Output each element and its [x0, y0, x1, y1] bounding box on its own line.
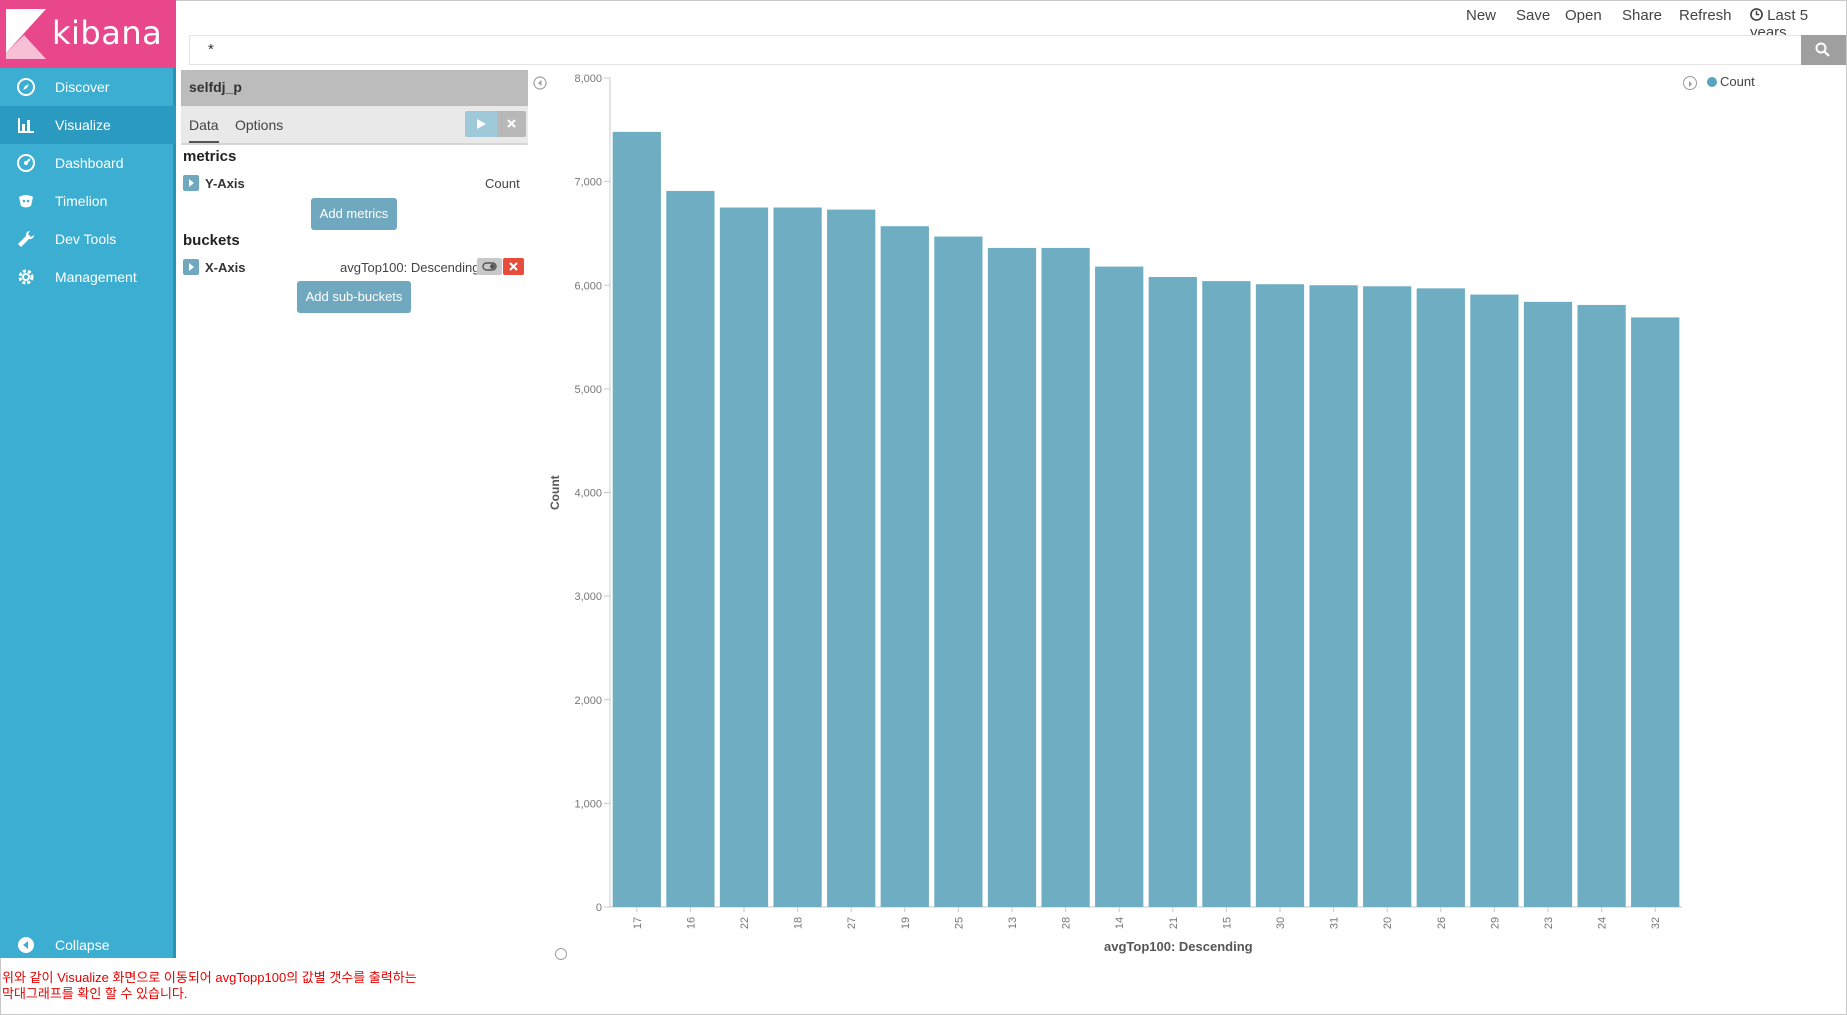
caret-right-icon [189, 263, 194, 271]
nav-item-timelion[interactable]: Timelion [0, 182, 176, 220]
bar-chart-icon [18, 118, 34, 133]
nav-label: Discover [55, 79, 110, 95]
buckets-title: buckets [183, 232, 240, 249]
search-input[interactable]: * [189, 35, 1802, 65]
nav-label: Visualize [55, 117, 111, 133]
caret-right-icon [189, 179, 194, 187]
sidebar: kibana Discover Visualize Dashboard Time… [0, 0, 176, 958]
nav-label: Timelion [55, 193, 108, 209]
x-axis-toggle[interactable] [183, 259, 199, 275]
nav-label: Dashboard [55, 155, 124, 171]
close-icon [509, 262, 518, 271]
menu-open[interactable]: Open [1565, 7, 1602, 24]
wrench-icon [18, 230, 35, 247]
search-icon [1815, 42, 1830, 57]
y-axis-title: Count [548, 475, 562, 510]
nav-label: Dev Tools [55, 231, 117, 247]
menu-new[interactable]: New [1466, 7, 1497, 24]
disable-agg-toggle[interactable] [477, 258, 502, 275]
play-icon [477, 119, 486, 129]
add-sub-buckets-button[interactable]: Add sub-buckets [297, 281, 411, 313]
chevron-right-icon [1689, 81, 1692, 87]
apply-changes-button[interactable] [465, 111, 497, 137]
index-pattern-header: selfdj_p [181, 70, 528, 106]
legend-toggle-icon[interactable] [1683, 76, 1697, 90]
menu-refresh[interactable]: Refresh [1679, 7, 1732, 24]
dashboard-icon [17, 154, 35, 172]
brand-name: kibana [52, 14, 163, 52]
collapse-arrow-icon[interactable] [555, 948, 567, 960]
search-query: * [208, 41, 214, 58]
nav-item-discover[interactable]: Discover [0, 68, 176, 106]
toggle-icon [482, 262, 497, 271]
clock-icon [1750, 8, 1763, 21]
index-pattern-title: selfdj_p [189, 79, 242, 95]
y-axis-label[interactable]: Y-Axis [205, 176, 245, 191]
nav-label: Collapse [55, 937, 110, 953]
y-axis-toggle[interactable] [183, 175, 199, 191]
close-icon [507, 119, 516, 128]
compass-icon [17, 78, 35, 96]
x-axis-title: avgTop100: Descending [1104, 939, 1253, 954]
nav-item-dev-tools[interactable]: Dev Tools [0, 220, 176, 258]
legend-item-count[interactable]: Count [1707, 74, 1755, 89]
tab-data[interactable]: Data [189, 117, 219, 144]
nav-collapse[interactable]: Collapse [0, 926, 176, 964]
nav-item-dashboard[interactable]: Dashboard [0, 144, 176, 182]
gear-icon [18, 269, 34, 285]
x-axis-label[interactable]: X-Axis [205, 260, 246, 275]
tab-divider [181, 143, 528, 145]
search-button[interactable] [1801, 35, 1846, 65]
remove-agg-button[interactable] [503, 258, 524, 275]
kibana-logo[interactable]: kibana [0, 0, 176, 68]
timepicker[interactable]: Last 5 years [1750, 7, 1847, 41]
discard-changes-button[interactable] [497, 111, 526, 137]
nav-item-visualize[interactable]: Visualize [0, 106, 176, 144]
caption-line-2: 막대그래프를 확인 할 수 있습니다. [2, 986, 188, 1001]
x-axis-value: avgTop100: Descending [340, 260, 480, 275]
collapse-icon [18, 937, 34, 953]
collapse-sidebar-icon[interactable] [533, 76, 547, 90]
metrics-title: metrics [183, 148, 237, 165]
tab-options[interactable]: Options [235, 117, 284, 133]
timelion-icon [19, 195, 33, 208]
legend-label: Count [1720, 74, 1755, 89]
caption: 위와 같이 Visualize 화면으로 이동되어 avgTopp100의 값별… [2, 970, 417, 1002]
nav-label: Management [55, 269, 137, 285]
kibana-logo-icon [6, 9, 46, 59]
menu-save[interactable]: Save [1516, 7, 1551, 24]
legend-dot [1707, 77, 1717, 87]
y-axis-value: Count [485, 176, 520, 191]
add-metrics-button[interactable]: Add metrics [311, 198, 397, 230]
menu-share[interactable]: Share [1622, 7, 1663, 24]
caption-line-1: 위와 같이 Visualize 화면으로 이동되어 avgTopp100의 값별… [2, 970, 417, 985]
nav-item-management[interactable]: Management [0, 258, 176, 296]
